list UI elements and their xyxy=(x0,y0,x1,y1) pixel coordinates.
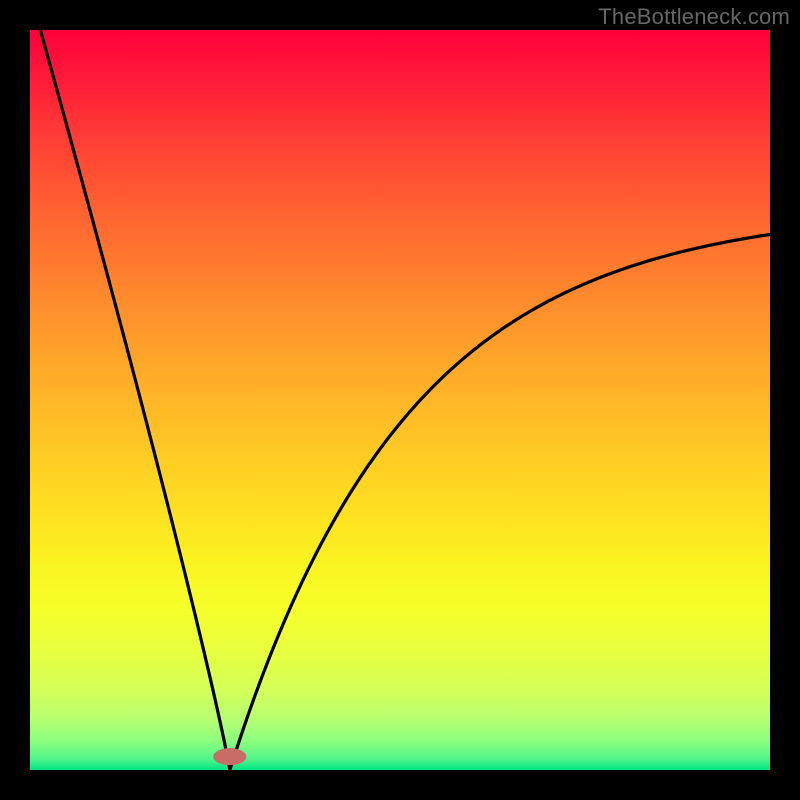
chart-container: TheBottleneck.com xyxy=(0,0,800,800)
bottleneck-marker xyxy=(214,749,246,765)
watermark-text: TheBottleneck.com xyxy=(598,4,790,30)
bottleneck-chart xyxy=(0,0,800,800)
